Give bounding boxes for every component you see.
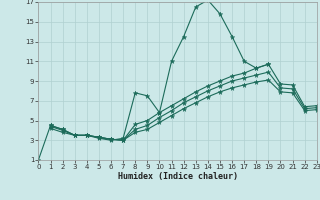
X-axis label: Humidex (Indice chaleur): Humidex (Indice chaleur) [118, 172, 238, 181]
